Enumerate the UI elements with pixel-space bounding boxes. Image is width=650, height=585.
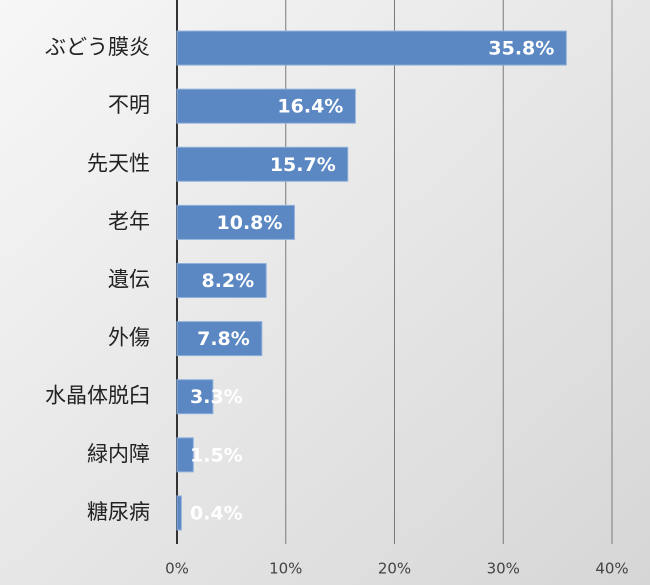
category-label: 緑内障 [87,442,150,466]
value-label: 0.4% [190,502,243,524]
value-label: 1.5% [190,444,243,466]
category-label: 糖尿病 [87,500,150,524]
category-label: ぶどう膜炎 [45,35,150,59]
category-label: 外傷 [108,326,150,350]
x-tick-label: 30% [487,560,520,578]
category-label: 不明 [108,93,150,117]
value-label: 10.8% [217,212,283,234]
bar [176,379,214,415]
value-label: 8.2% [201,270,254,292]
value-label: 35.8% [488,38,554,60]
bar [176,204,295,240]
bar [176,321,263,357]
value-label: 15.7% [270,154,336,176]
bar [176,30,567,66]
value-label: 16.4% [277,96,343,118]
bar [176,146,349,182]
category-label: 遺伝 [108,268,150,292]
bar [176,263,267,298]
x-tick-label: 10% [269,560,302,578]
category-label: 先天性 [87,151,150,175]
value-label: 3.3% [190,386,243,408]
bar [176,88,356,124]
category-label: 老年 [108,209,150,233]
value-label: 7.8% [197,328,250,350]
bar [176,437,194,473]
x-tick-label: 0% [165,560,189,578]
bar [176,495,182,531]
x-tick-label: 40% [595,560,628,578]
category-label: 水晶体脱臼 [45,384,150,408]
x-tick-label: 20% [378,560,411,578]
